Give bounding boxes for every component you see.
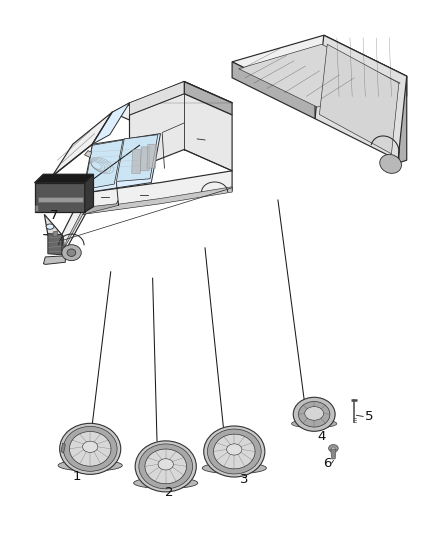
Ellipse shape — [135, 441, 196, 492]
Polygon shape — [44, 214, 64, 253]
Text: 3: 3 — [240, 473, 249, 486]
Ellipse shape — [139, 444, 193, 489]
Polygon shape — [92, 103, 130, 144]
Polygon shape — [331, 449, 336, 459]
Ellipse shape — [293, 397, 335, 431]
Polygon shape — [130, 82, 184, 115]
Polygon shape — [85, 140, 123, 189]
Ellipse shape — [69, 432, 111, 466]
Ellipse shape — [134, 478, 198, 489]
Ellipse shape — [213, 434, 255, 469]
Polygon shape — [232, 35, 407, 103]
Ellipse shape — [82, 441, 98, 453]
Text: 2: 2 — [165, 486, 173, 499]
Polygon shape — [83, 134, 160, 193]
Polygon shape — [85, 174, 93, 212]
Text: 4: 4 — [318, 430, 326, 443]
Text: 6: 6 — [323, 457, 332, 470]
Polygon shape — [319, 44, 399, 154]
Polygon shape — [65, 187, 232, 246]
Ellipse shape — [202, 463, 266, 474]
Polygon shape — [315, 35, 407, 160]
Ellipse shape — [226, 444, 242, 455]
Ellipse shape — [380, 155, 401, 173]
Text: 7: 7 — [49, 209, 58, 222]
Polygon shape — [35, 205, 38, 211]
Ellipse shape — [328, 445, 338, 452]
Ellipse shape — [298, 401, 330, 427]
Polygon shape — [48, 233, 62, 255]
Polygon shape — [83, 200, 119, 214]
Polygon shape — [239, 44, 400, 107]
Polygon shape — [62, 171, 232, 253]
Ellipse shape — [46, 224, 54, 229]
Polygon shape — [232, 62, 315, 119]
Polygon shape — [53, 231, 57, 237]
Polygon shape — [184, 82, 232, 115]
Polygon shape — [35, 183, 85, 212]
Ellipse shape — [60, 423, 121, 474]
Polygon shape — [52, 112, 112, 176]
Ellipse shape — [64, 426, 117, 471]
Ellipse shape — [62, 245, 81, 261]
Polygon shape — [324, 35, 407, 96]
Polygon shape — [35, 174, 93, 183]
Ellipse shape — [158, 459, 173, 470]
Ellipse shape — [292, 419, 337, 428]
Ellipse shape — [145, 449, 187, 484]
Polygon shape — [141, 147, 150, 171]
Ellipse shape — [204, 426, 265, 477]
Polygon shape — [399, 76, 407, 163]
Ellipse shape — [67, 249, 76, 256]
Polygon shape — [61, 443, 65, 453]
Polygon shape — [147, 144, 156, 168]
Text: 1: 1 — [73, 470, 81, 483]
Ellipse shape — [207, 429, 261, 474]
Polygon shape — [38, 197, 82, 202]
Polygon shape — [117, 135, 158, 181]
Polygon shape — [85, 151, 92, 158]
Polygon shape — [43, 235, 65, 264]
Ellipse shape — [58, 460, 122, 471]
Text: 5: 5 — [365, 410, 374, 423]
Polygon shape — [132, 150, 141, 173]
Ellipse shape — [305, 407, 324, 420]
Ellipse shape — [332, 447, 335, 450]
Polygon shape — [130, 94, 232, 171]
Polygon shape — [112, 82, 232, 134]
